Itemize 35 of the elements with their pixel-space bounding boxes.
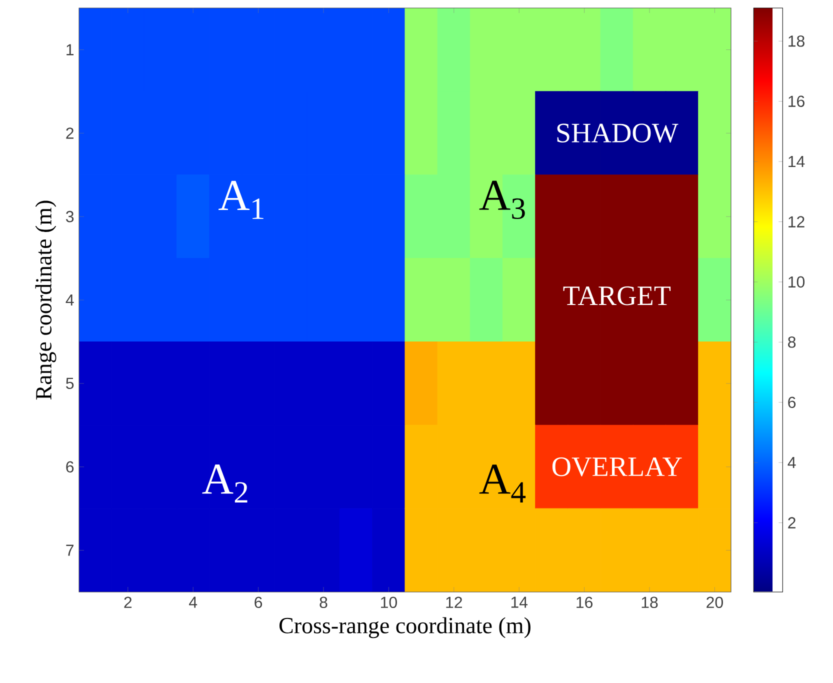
annotation: A$_{2}$ bbox=[202, 464, 248, 503]
color-bar-label: 10 bbox=[788, 276, 805, 288]
annotation: OVERLAY bbox=[552, 457, 682, 476]
y-tick-label: 4 bbox=[66, 294, 74, 306]
annotation: A$_{4}$ bbox=[479, 464, 526, 502]
color-bar-label: 14 bbox=[788, 156, 805, 168]
annotation: SHADOW bbox=[557, 124, 678, 143]
color-bar-label: 16 bbox=[788, 96, 804, 107]
annotation: A$_{3}$ bbox=[479, 180, 525, 220]
x-tick-label: 20 bbox=[706, 596, 723, 608]
color-bar-label: 12 bbox=[788, 216, 804, 228]
x-tick-label: 12 bbox=[446, 596, 462, 608]
color-bar-label: 2 bbox=[788, 517, 796, 528]
y-tick-label: 2 bbox=[66, 128, 74, 139]
color-bar-label: 4 bbox=[788, 457, 796, 468]
x-tick-label: 4 bbox=[189, 596, 198, 608]
color-bar-label: 6 bbox=[788, 396, 796, 408]
x-tick-label: 6 bbox=[254, 596, 262, 608]
annotation: TARGET bbox=[563, 286, 671, 306]
x-tick-label: 2 bbox=[124, 596, 132, 608]
y-tick-label: 1 bbox=[66, 44, 74, 56]
y-tick-label: 3 bbox=[66, 210, 74, 222]
y-axis-title: Range coordinate (m) bbox=[35, 200, 56, 400]
x-tick-label: 10 bbox=[381, 596, 397, 608]
annotation: A$_{1}$ bbox=[218, 180, 264, 219]
color-bar-label: 8 bbox=[788, 336, 796, 348]
x-tick-label: 18 bbox=[642, 596, 658, 608]
x-tick-label: 16 bbox=[576, 596, 592, 608]
x-tick-label: 8 bbox=[320, 596, 328, 608]
x-axis-title: Cross-range coordinate (m) bbox=[279, 617, 530, 638]
y-tick-label: 7 bbox=[66, 544, 74, 556]
x-tick-label: 14 bbox=[511, 596, 528, 608]
y-tick-label: 5 bbox=[66, 378, 74, 390]
y-tick-label: 6 bbox=[66, 461, 74, 473]
color-bar-label: 18 bbox=[788, 35, 804, 47]
